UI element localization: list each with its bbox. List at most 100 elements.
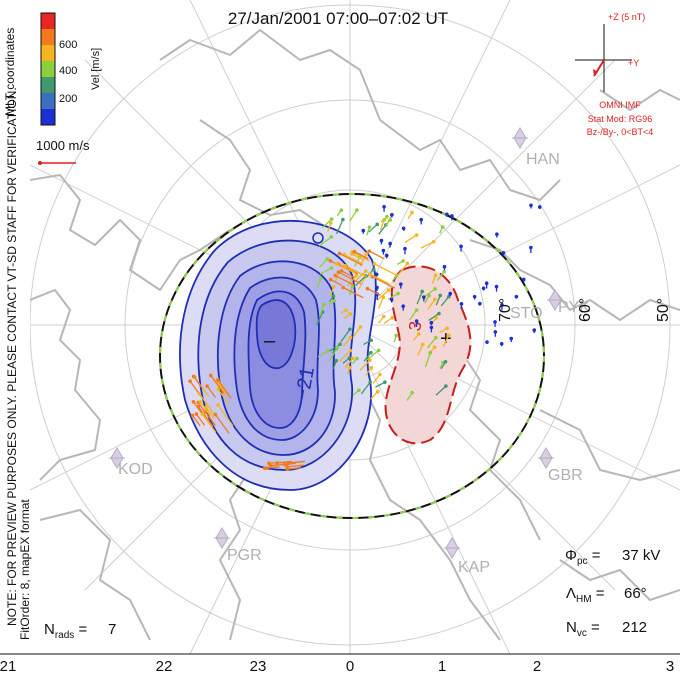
- velocity-vector: [440, 296, 450, 307]
- velocity-vector-origin: [437, 311, 441, 316]
- velocity-vector-origin: [429, 320, 434, 325]
- velocity-vector-origin: [484, 281, 489, 286]
- velocity-vector: [329, 343, 341, 352]
- velocity-vector-origin: [188, 379, 192, 384]
- phi-pc-value: 37 kV: [622, 547, 660, 564]
- dusk-convection-cell: [179, 220, 377, 491]
- velocity-vector-origin: [443, 359, 448, 364]
- velocity-vector-origin: [348, 312, 353, 316]
- velocity-vector-origin: [459, 244, 463, 249]
- velocity-vector: [424, 288, 436, 298]
- velocity-vector-origin: [372, 262, 377, 266]
- imf-source: OMNI IMF: [599, 100, 641, 110]
- velocity-vector: [409, 309, 418, 321]
- velocity-vector-origin: [335, 345, 340, 350]
- velocity-vector-origin: [328, 221, 333, 225]
- velocity-vector-origin: [336, 270, 341, 274]
- velocity-vector: [420, 241, 434, 249]
- velocity-vector: [339, 350, 351, 362]
- velocity-vector-origin: [368, 358, 372, 363]
- velocity-vector-origin: [445, 326, 449, 331]
- colorbar-tick-200: 200: [59, 93, 77, 105]
- velocity-vector: [338, 271, 362, 285]
- velocity-vector-origin: [331, 294, 336, 298]
- velocity-vector: [286, 464, 304, 468]
- velocity-vector-origin: [341, 285, 345, 290]
- velocity-vector-origin: [361, 228, 366, 233]
- velocity-vector: [217, 379, 232, 399]
- velocity-vector-origin: [390, 315, 395, 320]
- velocity-vector-origin: [328, 259, 333, 263]
- velocity-vector: [339, 253, 363, 266]
- velocity-vector-origin: [379, 238, 384, 243]
- velocity-vector-origin: [329, 217, 334, 221]
- velocity-vector-origin: [390, 213, 394, 217]
- velocity-vector-origin: [341, 217, 345, 222]
- velocity-vector-origin: [501, 250, 506, 255]
- velocity-vector-origin: [191, 374, 196, 379]
- velocity-vector: [424, 352, 431, 368]
- lat-label-60: 60°: [577, 298, 594, 322]
- velocity-vector-origin: [499, 341, 504, 346]
- n-rads-value: 7: [108, 621, 116, 638]
- velocity-vector-origin: [394, 333, 399, 338]
- velocity-vector-origin: [384, 253, 389, 258]
- velocity-vector-origin: [433, 297, 437, 302]
- velocity-vector-origin: [365, 286, 370, 291]
- velocity-vector-origin: [339, 208, 344, 212]
- mlt-tick-22: 22: [156, 658, 173, 674]
- velocity-vector-origin: [376, 348, 381, 353]
- velocity-vector-origin: [431, 239, 436, 244]
- velocity-vector-origin: [355, 356, 359, 361]
- velocity-vector-origin: [382, 204, 386, 209]
- velocity-vector: [351, 253, 364, 261]
- velocity-vector: [341, 270, 355, 278]
- velocity-vector: [277, 460, 292, 464]
- velocity-vector: [204, 411, 216, 427]
- velocity-vector-origin: [348, 366, 352, 370]
- velocity-vector-origin: [198, 400, 203, 404]
- imf-model-line2: Bz-/By-, 0<BT<4: [587, 127, 654, 137]
- velocity-vector-origin: [422, 295, 426, 299]
- lat-label-50: 50°: [655, 298, 672, 322]
- velocity-vector: [359, 359, 371, 371]
- station-pyk: PYK: [558, 299, 590, 316]
- velocity-vector: [336, 263, 356, 275]
- phi-pc-label: Φpc =: [565, 547, 601, 567]
- velocity-vector-origin: [367, 225, 372, 229]
- velocity-vector: [417, 344, 424, 356]
- velocity-vector-origin: [410, 390, 414, 395]
- scale-vector-label: 1000 m/s: [36, 138, 90, 153]
- velocity-vector-origin: [529, 203, 533, 208]
- velocity-vector: [217, 404, 234, 427]
- velocity-vector: [442, 334, 450, 347]
- velocity-vector-origin: [419, 217, 423, 222]
- velocity-vector-origin: [420, 289, 425, 294]
- station-han: HAN: [526, 151, 560, 168]
- velocity-vector-origin: [396, 291, 400, 296]
- velocity-vector-origin: [326, 349, 330, 353]
- velocity-vector-origin: [495, 232, 499, 237]
- velocity-vector-origin: [385, 214, 389, 219]
- velocity-vector: [342, 337, 352, 347]
- velocity-vector-origin: [216, 378, 220, 382]
- velocity-vector: [266, 466, 280, 469]
- velocity-vector: [330, 279, 342, 286]
- velocity-vector: [378, 224, 387, 235]
- velocity-vector-origin: [481, 286, 486, 291]
- velocity-vector: [377, 289, 390, 301]
- velocity-vector-origin: [532, 328, 537, 332]
- velocity-vector: [218, 384, 228, 396]
- colorbar-label: Vel [m/s]: [90, 48, 102, 90]
- velocity-vector: [205, 406, 215, 419]
- cell-minimum-marker: –: [264, 330, 276, 352]
- n-vc-value: 212: [622, 619, 647, 636]
- velocity-vector-origin: [410, 210, 414, 215]
- velocity-vector-origin: [329, 235, 334, 239]
- velocity-vector-origin: [197, 391, 202, 396]
- velocity-vector-origin: [332, 299, 336, 303]
- velocity-vectors: [188, 203, 542, 471]
- velocity-vector-origin: [364, 269, 368, 273]
- velocity-vector: [378, 296, 384, 309]
- velocity-vector: [328, 347, 338, 362]
